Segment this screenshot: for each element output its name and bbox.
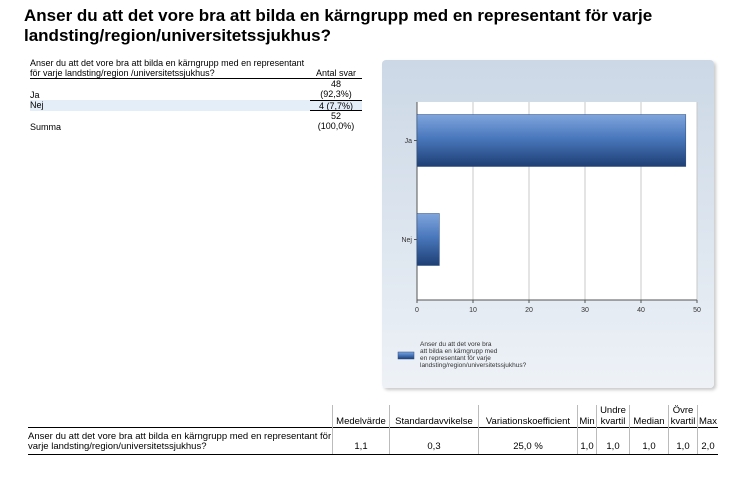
bar <box>416 114 687 167</box>
x-tick-label: 10 <box>469 307 477 314</box>
stats-value: 1,0 <box>596 427 630 455</box>
y-tick-label: Ja <box>405 138 413 145</box>
x-tick-label: 20 <box>525 307 533 314</box>
summary-table: Anser du att det vore bra att bilda en k… <box>30 58 362 132</box>
stats-value: 1,0 <box>577 427 597 455</box>
stats-value: 25,0 % <box>478 427 578 455</box>
summary-question: Anser du att det vore bra att bilda en k… <box>30 58 305 78</box>
stats-header-row: Medelvärde Standardavvikelse Variationsk… <box>28 405 718 428</box>
summary-header: Anser du att det vore bra att bilda en k… <box>30 58 362 79</box>
row-label: Ja <box>30 90 40 100</box>
stats-header: Undre kvartil <box>596 405 630 428</box>
row-label: Summa <box>30 122 62 132</box>
stats-header: Övre kvartil <box>668 405 698 428</box>
legend-swatch <box>397 351 415 360</box>
y-tick-label: Nej <box>401 237 412 244</box>
stats-value-row: Anser du att det vore bra att bilda en k… <box>28 427 718 455</box>
x-tick-label: 40 <box>637 307 645 314</box>
stats-question: Anser du att det vore bra att bilda en k… <box>28 427 333 455</box>
stats-value: 1,0 <box>668 427 698 455</box>
x-tick-label: 50 <box>693 307 701 314</box>
legend-label: en representant för varje <box>420 355 491 362</box>
summary-row: Nej 4 (7,7%) <box>30 100 362 111</box>
legend-label: Anser du att det vore bra <box>420 341 492 348</box>
legend-label: landsting/region/universitetssjukhus? <box>420 362 527 369</box>
x-tick-label: 0 <box>415 307 419 314</box>
chart-panel: 0 10 20 30 40 50 Ja Nej Anser du att det vore br… <box>382 60 714 388</box>
summary-row: Ja 48 (92,3%) <box>30 79 362 100</box>
row-value: 52 (100,0%) <box>317 111 355 131</box>
stats-value: 1,1 <box>332 427 390 455</box>
stats-header: Variationskoefficient <box>478 405 578 428</box>
page-title: Anser du att det vore bra att bilda en k… <box>24 6 653 45</box>
row-label: Nej <box>30 100 44 110</box>
stats-header: Median <box>629 405 669 428</box>
stats-header: Max <box>697 405 718 428</box>
stats-header: Min <box>577 405 597 428</box>
x-tick-label: 30 <box>581 307 589 314</box>
stats-value: 0,3 <box>389 427 479 455</box>
stats-value: 2,0 <box>697 427 718 455</box>
stats-header: Medelvärde <box>332 405 390 428</box>
summary-row: Summa 52 (100,0%) <box>30 111 362 132</box>
row-value: 48 (92,3%) <box>320 79 352 99</box>
stats-header: Standardavvikelse <box>389 405 479 428</box>
stats-value: 1,0 <box>629 427 669 455</box>
stats-table: Medelvärde Standardavvikelse Variationsk… <box>28 405 718 455</box>
legend-label: att bilda en kärngrupp med <box>420 348 498 355</box>
bar-chart: 0 10 20 30 40 50 Ja Nej Anser du att det vore br… <box>397 102 701 369</box>
row-value: 4 (7,7%) <box>310 100 362 111</box>
stats-blank-cell <box>28 405 333 428</box>
bar <box>416 213 440 266</box>
count-header: Antal svar <box>315 68 357 78</box>
